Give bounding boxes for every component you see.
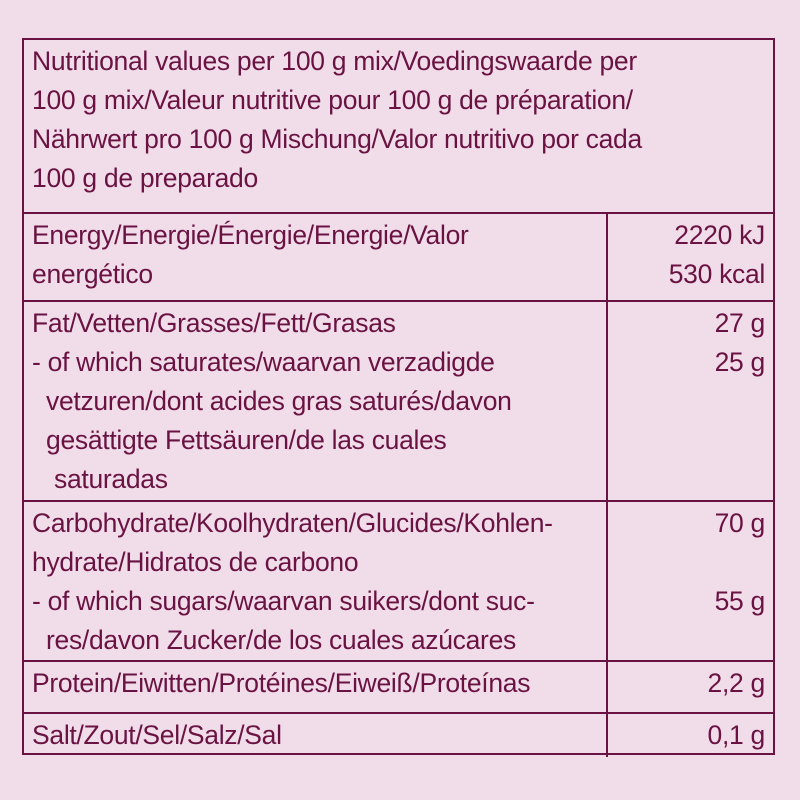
label-line: Fat/Vetten/Grasses/Fett/Grasas [32,308,396,338]
row-label: Salt/Zout/Sel/Salz/Sal [24,714,608,757]
row-label: Fat/Vetten/Grasses/Fett/Grasas - of whic… [24,302,608,502]
table-header: Nutritional values per 100 g mix/Voeding… [24,40,773,212]
header-line: Nährwert pro 100 g Mischung/Valor nutrit… [32,124,642,154]
label-line: hydrate/Hidratos de carbono [32,547,359,577]
row-label: Carbohydrate/Koolhydraten/Glucides/Kohle… [24,502,608,662]
label-line: Salt/Zout/Sel/Salz/Sal [32,720,282,750]
row-value: 2,2 g [610,662,773,714]
row-salt: Salt/Zout/Sel/Salz/Sal 0,1 g [24,712,773,757]
row-protein: Protein/Eiwitten/Protéines/Eiweiß/Proteí… [24,660,773,714]
header-line: Nutritional values per 100 g mix/Voeding… [32,46,637,76]
label-line: res/davon Zucker/de los cuales azúcares [46,625,516,655]
label-line: - of which saturates/waarvan verzadigde [32,347,495,377]
header-line: 100 g de preparado [32,163,258,193]
value-kj: 2220 kJ [674,220,765,250]
row-value: 2220 kJ 530 kcal [610,214,773,302]
row-carbohydrate: Carbohydrate/Koolhydraten/Glucides/Kohle… [24,500,773,662]
label-line: saturadas [54,464,168,494]
label-line: - of which sugars/waarvan suikers/dont s… [32,586,535,616]
label-line: gesättigte Fettsäuren/de las cuales [46,425,447,455]
row-energy: Energy/Energie/Énergie/Energie/Valor ene… [24,212,773,302]
value-salt: 0,1 g [707,720,766,750]
label-line: Energy/Energie/Énergie/Energie/Valor [32,220,469,250]
label-line: energético [32,259,153,289]
value-protein: 2,2 g [707,668,766,698]
label-line: vetzuren/dont acides gras saturés/davon [46,386,512,416]
row-label: Protein/Eiwitten/Protéines/Eiweiß/Proteí… [24,662,608,714]
label-line: Carbohydrate/Koolhydraten/Glucides/Kohle… [32,508,553,538]
value-carbohydrate: 70 g [714,508,766,538]
row-value: 0,1 g [610,714,773,757]
value-fat: 27 g [714,308,766,338]
nutrition-table: Nutritional values per 100 g mix/Voeding… [22,38,775,757]
value-sugars: 55 g [714,586,766,616]
row-value: 70 g 55 g [610,502,773,662]
header-line: 100 g mix/Valeur nutritive pour 100 g de… [32,85,633,115]
value-saturates: 25 g [714,347,766,377]
value-kcal: 530 kcal [668,259,766,289]
row-label: Energy/Energie/Énergie/Energie/Valor ene… [24,214,608,302]
row-value: 27 g 25 g [610,302,773,502]
label-line: Protein/Eiwitten/Protéines/Eiweiß/Proteí… [32,668,531,698]
row-fat: Fat/Vetten/Grasses/Fett/Grasas - of whic… [24,300,773,502]
